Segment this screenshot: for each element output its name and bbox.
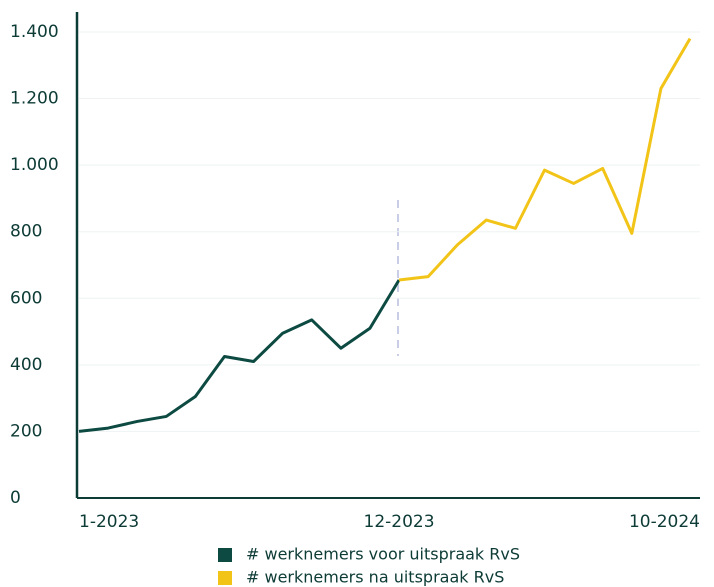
series-line xyxy=(398,37,692,282)
legend-swatch xyxy=(218,548,232,562)
legend-text: # werknemers na uitspraak RvS xyxy=(246,568,504,587)
x-tick-label: 10-2024 xyxy=(629,512,700,532)
x-tick-label: 1-2023 xyxy=(79,512,139,532)
y-tick-label: 800 xyxy=(10,222,42,242)
legend-swatch xyxy=(218,571,232,585)
y-tick-label: 0 xyxy=(10,488,21,508)
y-tick-label: 1.000 xyxy=(10,155,59,175)
y-tick-label: 600 xyxy=(10,288,42,308)
x-tick-label: 12-2023 xyxy=(364,512,435,532)
legend-text: # werknemers voor uitspraak RvS xyxy=(246,545,520,564)
y-tick-label: 400 xyxy=(10,355,42,375)
y-tick-label: 1.400 xyxy=(10,22,59,42)
y-tick-label: 1.200 xyxy=(10,89,59,109)
y-tick-label: 200 xyxy=(10,421,42,441)
series-line xyxy=(78,279,401,433)
